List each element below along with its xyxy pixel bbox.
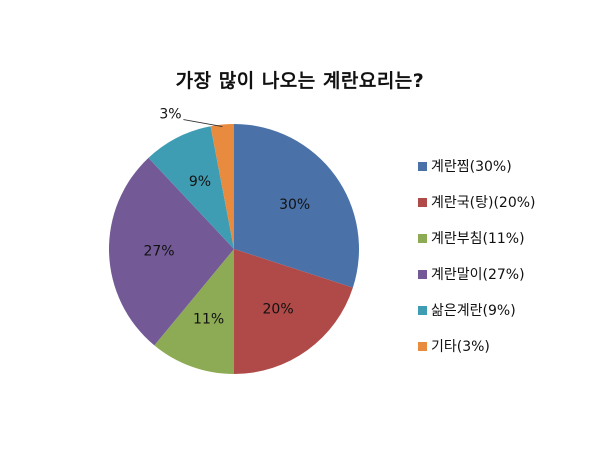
legend-swatch — [418, 233, 427, 243]
pie-slice — [234, 124, 360, 288]
legend-label: 계란말이(27%) — [431, 267, 525, 283]
data-label: 11% — [193, 312, 224, 328]
pie-slice — [108, 157, 234, 346]
chart-title: 가장 많이 나오는 계란요리는? — [175, 70, 425, 92]
pie-slice — [210, 124, 234, 249]
legend-swatch — [418, 161, 427, 171]
legend-item: 삶은계란(9%) — [418, 292, 536, 328]
label-leader-line — [183, 119, 223, 127]
data-label: 20% — [263, 302, 294, 318]
pie-slice — [234, 249, 353, 374]
legend-label: 계란국(탕)(20%) — [431, 195, 536, 211]
legend-item: 계란말이(27%) — [418, 256, 536, 292]
legend-swatch — [418, 197, 427, 207]
legend-item: 기타(3%) — [418, 328, 536, 364]
data-label: 30% — [279, 197, 310, 213]
legend-item: 계란찜(30%) — [418, 148, 536, 184]
pie-slice — [154, 249, 234, 374]
legend-label: 계란찜(30%) — [431, 159, 512, 175]
legend-item: 계란국(탕)(20%) — [418, 184, 536, 220]
chart-legend: 계란찜(30%) 계란국(탕)(20%) 계란부침(11%) 계란말이(27%) 삶은계… — [418, 148, 536, 364]
legend-swatch — [418, 305, 427, 315]
legend-label: 계란부침(11%) — [431, 231, 525, 247]
legend-label: 삶은계란(9%) — [431, 303, 516, 319]
data-label: 9% — [189, 174, 211, 190]
legend-swatch — [418, 269, 427, 279]
legend-item: 계란부침(11%) — [418, 220, 536, 256]
legend-label: 기타(3%) — [431, 339, 490, 355]
data-label: 3% — [159, 107, 181, 123]
pie-slice — [148, 126, 234, 249]
data-label: 27% — [143, 243, 174, 259]
legend-swatch — [418, 341, 427, 351]
